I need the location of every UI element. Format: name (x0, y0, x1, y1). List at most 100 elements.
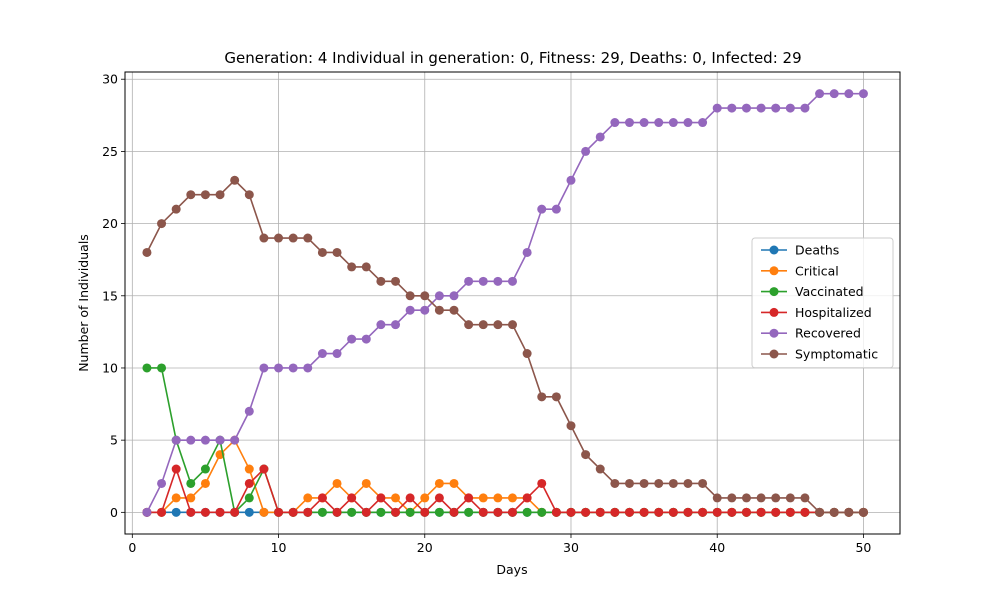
series-critical (142, 435, 868, 517)
data-point-symptomatic (434, 305, 444, 315)
legend-item-recovered: Recovered (761, 326, 861, 341)
data-point-hospitalized (361, 507, 371, 517)
data-point-vaccinated (244, 493, 254, 503)
data-point-recovered (303, 363, 313, 373)
data-point-symptomatic (317, 247, 327, 257)
data-point-hospitalized (581, 507, 591, 517)
data-point-hospitalized (215, 507, 225, 517)
data-point-hospitalized (200, 507, 210, 517)
data-point-symptomatic (668, 478, 678, 488)
data-point-symptomatic (581, 450, 591, 460)
y-tick-label: 5 (110, 433, 118, 448)
data-point-hospitalized (771, 507, 781, 517)
data-point-vaccinated (434, 507, 444, 517)
data-point-symptomatic (259, 233, 269, 243)
data-point-hospitalized (259, 464, 269, 474)
series-symptomatic (142, 175, 868, 517)
data-point-recovered (449, 291, 459, 301)
data-point-hospitalized (186, 507, 196, 517)
data-point-recovered (347, 334, 357, 344)
data-point-symptomatic (142, 247, 152, 257)
data-point-symptomatic (595, 464, 605, 474)
data-point-critical (391, 493, 401, 503)
y-tick-label: 15 (102, 288, 118, 303)
data-point-symptomatic (230, 175, 240, 185)
y-tick-label: 25 (102, 144, 118, 159)
legend-item-symptomatic: Symptomatic (761, 347, 878, 362)
data-point-vaccinated (405, 507, 415, 517)
data-point-hospitalized (303, 507, 313, 517)
data-point-hospitalized (624, 507, 634, 517)
legend-marker (769, 287, 779, 297)
data-point-symptomatic (858, 507, 868, 517)
data-point-critical (259, 507, 269, 517)
data-point-recovered (522, 247, 532, 257)
data-point-critical (493, 493, 503, 503)
data-point-symptomatic (610, 478, 620, 488)
series-recovered (142, 89, 868, 517)
data-point-recovered (581, 146, 591, 156)
data-point-hospitalized (712, 507, 722, 517)
data-point-symptomatic (800, 493, 810, 503)
data-point-hospitalized (230, 507, 240, 517)
legend-box (751, 237, 894, 369)
data-point-hospitalized (288, 507, 298, 517)
data-point-recovered (712, 103, 722, 113)
legend-marker (769, 266, 779, 276)
data-point-recovered (142, 507, 152, 517)
data-point-recovered (771, 103, 781, 113)
data-point-vaccinated (376, 507, 386, 517)
data-point-symptomatic (332, 247, 342, 257)
data-point-hospitalized (449, 507, 459, 517)
data-point-symptomatic (405, 291, 415, 301)
legend-label: Recovered (795, 326, 861, 341)
x-tick-label: 50 (855, 540, 871, 555)
data-point-recovered (493, 276, 503, 286)
data-point-symptomatic (274, 233, 284, 243)
data-point-recovered (274, 363, 284, 373)
data-point-vaccinated (317, 507, 327, 517)
data-point-critical (420, 493, 430, 503)
legend-marker (769, 349, 779, 359)
series-lines (142, 89, 868, 517)
data-point-recovered (288, 363, 298, 373)
y-axis-label: Number of Individuals (76, 234, 91, 372)
data-point-hospitalized (800, 507, 810, 517)
data-point-symptomatic (244, 190, 254, 200)
series-line-critical (146, 438, 864, 514)
data-point-symptomatic (420, 291, 430, 301)
data-point-critical (434, 478, 444, 488)
data-point-recovered (800, 103, 810, 113)
data-point-critical (303, 493, 313, 503)
legend-label: Vaccinated (795, 284, 864, 299)
data-point-critical (478, 493, 488, 503)
data-point-symptomatic (712, 493, 722, 503)
data-point-critical (186, 493, 196, 503)
y-tick-label: 10 (102, 360, 118, 375)
data-point-hospitalized (464, 493, 474, 503)
data-point-hospitalized (683, 507, 693, 517)
data-point-recovered (844, 89, 854, 99)
data-point-hospitalized (639, 507, 649, 517)
data-point-recovered (478, 276, 488, 286)
data-point-symptomatic (464, 320, 474, 330)
data-point-hospitalized (756, 507, 766, 517)
data-point-symptomatic (493, 320, 503, 330)
y-tick-label: 30 (102, 72, 118, 87)
data-point-symptomatic (829, 507, 839, 517)
data-point-recovered (654, 118, 664, 128)
data-point-recovered (815, 89, 825, 99)
data-point-recovered (698, 118, 708, 128)
data-point-hospitalized (347, 493, 357, 503)
data-point-symptomatic (522, 349, 532, 359)
data-point-vaccinated (186, 478, 196, 488)
data-point-recovered (727, 103, 737, 113)
data-point-recovered (244, 406, 254, 416)
data-point-recovered (376, 320, 386, 330)
x-tick-label: 40 (709, 540, 725, 555)
data-point-symptomatic (347, 262, 357, 272)
data-point-recovered (361, 334, 371, 344)
axis-ticks: 0 10 20 30 40 50 0 5 10 15 20 25 30 (102, 72, 871, 555)
legend-marker (769, 328, 779, 338)
data-point-symptomatic (186, 190, 196, 200)
